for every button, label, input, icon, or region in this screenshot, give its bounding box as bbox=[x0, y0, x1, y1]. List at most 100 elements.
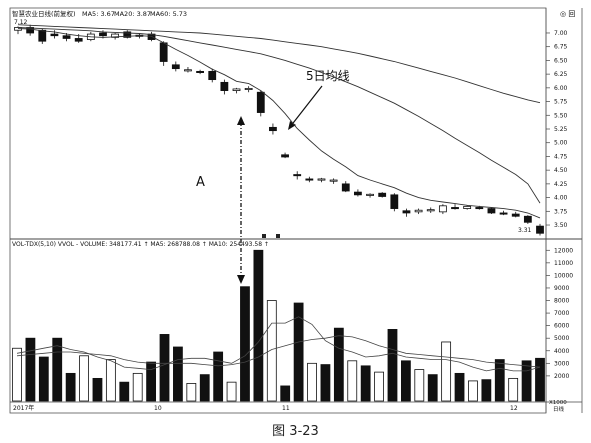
price-tick-label: 6.50 bbox=[554, 57, 568, 64]
candle-body bbox=[99, 32, 107, 37]
price-tick-label: 3.50 bbox=[554, 222, 568, 229]
candle-body bbox=[414, 209, 423, 213]
candle-body bbox=[438, 205, 447, 213]
arrowhead-down bbox=[237, 275, 245, 284]
volume-header: VOL-TDX(5,10) VVOL - VOLUME: 348177.41 ↑… bbox=[12, 241, 269, 248]
volume-bar bbox=[307, 362, 317, 402]
candle-body bbox=[511, 213, 520, 217]
price-tick-label: 3.75 bbox=[554, 208, 568, 215]
volume-bar bbox=[199, 374, 210, 402]
volume-bar bbox=[253, 249, 264, 402]
marker-square bbox=[262, 234, 266, 238]
candle-body bbox=[123, 31, 132, 38]
candle-body bbox=[184, 69, 192, 72]
volume-tick-label: 12000 bbox=[554, 247, 573, 254]
volume-bar bbox=[226, 381, 237, 402]
candle-body bbox=[26, 27, 35, 34]
price-tick-label: 7.00 bbox=[554, 30, 568, 37]
price-tick-label: 4.00 bbox=[554, 195, 568, 202]
ma5-arrowhead bbox=[288, 121, 296, 130]
volume-bar bbox=[92, 377, 103, 402]
volume-ma5-line bbox=[16, 316, 541, 372]
volume-bar bbox=[213, 351, 224, 402]
volume-bar bbox=[320, 364, 331, 402]
volume-bar bbox=[535, 357, 545, 402]
low-price-label: 3.31 bbox=[518, 227, 532, 234]
volume-tick-label: 9000 bbox=[554, 285, 569, 292]
low-label-bg bbox=[516, 225, 540, 234]
volume-tick-label: 4000 bbox=[554, 348, 569, 355]
price-tick-label: 5.75 bbox=[554, 99, 568, 106]
candle-body bbox=[62, 35, 71, 39]
volume-bar bbox=[105, 359, 116, 402]
volume-bar bbox=[52, 337, 63, 402]
price-header-stock: 智慧农业日线(前复权) bbox=[12, 9, 76, 18]
price-header-ma5: MA5: 3.67 bbox=[82, 10, 115, 18]
volume-bar bbox=[521, 360, 532, 402]
volume-bar bbox=[387, 329, 398, 402]
price-ma60-line bbox=[17, 24, 541, 104]
candle-body bbox=[74, 38, 83, 42]
price-tick-label: 4.75 bbox=[554, 153, 568, 160]
high-price-label: 7.12 bbox=[14, 19, 28, 26]
price-header-ma20: MA20: 3.87 bbox=[114, 10, 151, 18]
ma5-annotation: 5日均线 bbox=[306, 69, 350, 83]
candle-body bbox=[269, 126, 277, 132]
price-tick-label: 6.75 bbox=[554, 44, 568, 51]
volume-bar bbox=[173, 346, 183, 402]
volume-bar bbox=[159, 334, 170, 402]
volume-bar bbox=[400, 360, 411, 402]
volume-bar bbox=[468, 380, 478, 402]
volume-tick-label: 5000 bbox=[554, 335, 569, 342]
volume-bar bbox=[280, 385, 291, 402]
chart-frame bbox=[9, 7, 547, 414]
price-tick-label: 6.25 bbox=[554, 71, 568, 78]
figure-caption: 图 3-23 bbox=[272, 424, 319, 439]
candle-body bbox=[317, 178, 326, 181]
price-ma20-line bbox=[17, 27, 541, 204]
volume-bar bbox=[25, 337, 36, 402]
volume-bar bbox=[333, 327, 344, 402]
volume-bar bbox=[132, 372, 143, 402]
period-label: 日线 bbox=[553, 405, 565, 413]
ma5-annotation-arrow bbox=[289, 85, 323, 128]
candle-body bbox=[378, 192, 387, 197]
marker-square bbox=[276, 234, 280, 238]
volume-bar bbox=[427, 374, 438, 402]
price-tick-label: 5.25 bbox=[554, 126, 568, 133]
unit-label: X1000 bbox=[549, 400, 567, 406]
date-label-2017: 2017年 bbox=[13, 404, 34, 412]
price-header-ma60: MA60: 5.73 bbox=[150, 10, 187, 18]
volume-tick-label: 2000 bbox=[554, 373, 569, 380]
candle-body bbox=[536, 225, 544, 234]
volume-bar bbox=[119, 381, 130, 402]
candle-body bbox=[220, 81, 229, 91]
price-tick-label: 6.00 bbox=[554, 85, 568, 92]
candle-body bbox=[402, 210, 411, 214]
candle-body bbox=[38, 29, 47, 42]
price-tick-label: 5.50 bbox=[554, 112, 568, 119]
candle-body bbox=[390, 194, 399, 209]
volume-bar bbox=[360, 365, 371, 402]
candle-body bbox=[451, 207, 459, 210]
volume-bar bbox=[240, 286, 250, 402]
candle-body bbox=[208, 70, 217, 81]
candle-body bbox=[196, 70, 204, 73]
price-tick-label: 4.25 bbox=[554, 181, 568, 188]
volume-tick-label: 11000 bbox=[554, 260, 573, 267]
volume-bar bbox=[454, 372, 465, 402]
volume-bar bbox=[12, 347, 22, 402]
candle-body bbox=[171, 64, 180, 70]
top-right-icons[interactable]: ◎ 回 bbox=[560, 10, 575, 18]
date-label-10: 10 bbox=[154, 405, 162, 412]
date-label-12: 12 bbox=[510, 405, 518, 412]
volume-ma10-line bbox=[16, 335, 541, 368]
volume-bar bbox=[494, 359, 505, 402]
volume-bar bbox=[374, 371, 384, 402]
candle-body bbox=[232, 88, 241, 91]
volume-bar bbox=[79, 355, 89, 402]
arrowhead-up bbox=[237, 116, 245, 125]
candle-body bbox=[523, 215, 532, 223]
candle-body bbox=[487, 208, 496, 214]
